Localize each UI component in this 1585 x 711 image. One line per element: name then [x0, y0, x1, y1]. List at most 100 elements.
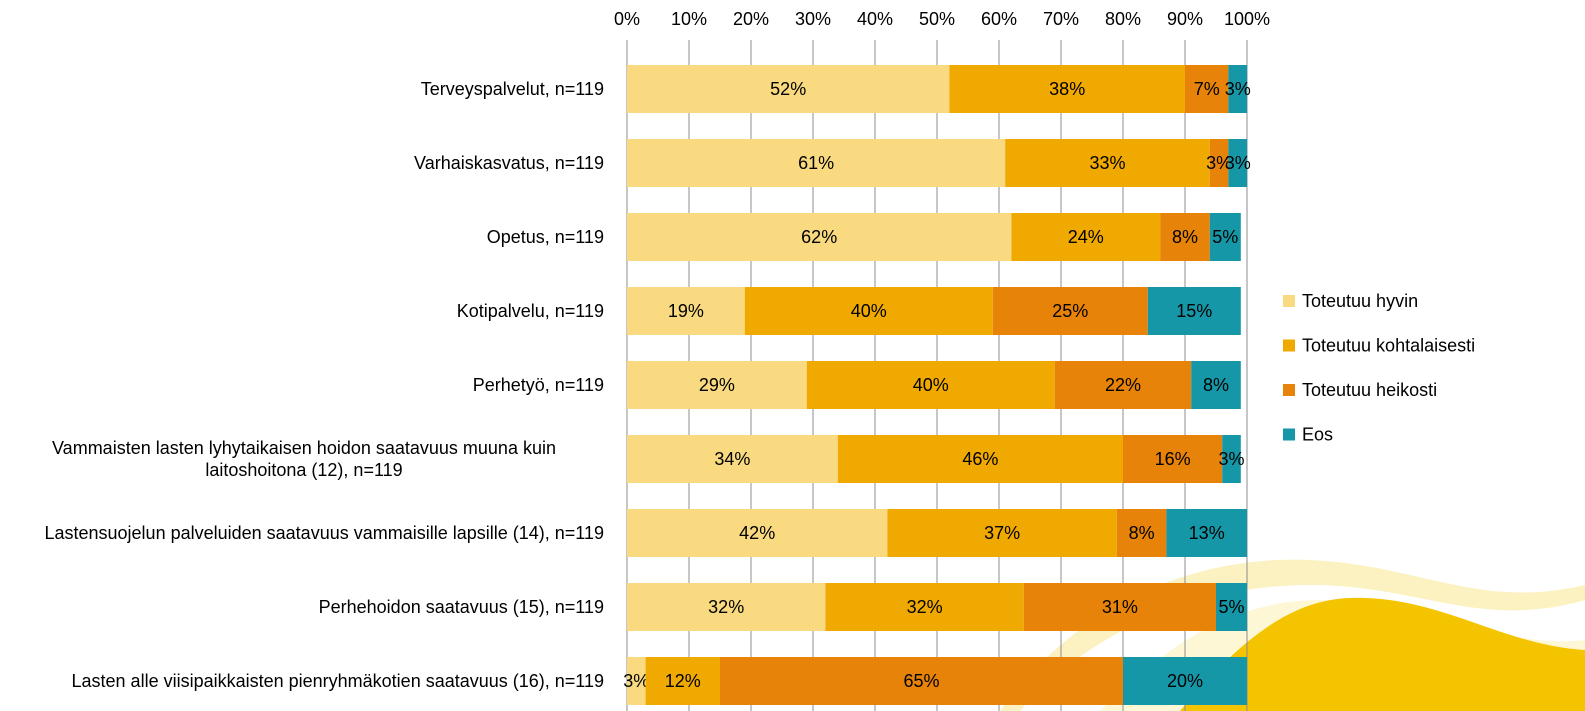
category-label: Vammaisten lasten lyhytaikaisen hoidon s… — [0, 437, 604, 481]
category-text: Lasten alle viisipaikkaisten pienryhmäko… — [71, 671, 604, 691]
category-text: Terveyspalvelut, n=119 — [420, 79, 604, 99]
bar-segment — [992, 287, 1148, 335]
bar-segment — [1185, 65, 1229, 113]
data-label: 61% — [798, 153, 834, 173]
legend-label: Toteutuu kohtalaisesti — [1302, 335, 1475, 355]
bar-segment — [949, 65, 1185, 113]
data-label: 7% — [1194, 79, 1220, 99]
bar-segment — [1123, 657, 1247, 705]
data-label: 65% — [903, 671, 939, 691]
bar-segment — [837, 435, 1123, 483]
data-label: 24% — [1068, 227, 1104, 247]
data-label: 3% — [1225, 79, 1251, 99]
bar-segment — [1160, 213, 1210, 261]
data-label: 62% — [801, 227, 837, 247]
data-label: 3% — [623, 671, 649, 691]
category-text: Vammaisten lasten lyhytaikaisen hoidon s… — [52, 438, 556, 480]
legend-label: Eos — [1302, 424, 1333, 444]
data-label: 33% — [1089, 153, 1125, 173]
legend-label: Toteutuu hyvin — [1302, 291, 1418, 311]
bar-segment — [627, 361, 807, 409]
data-label: 31% — [1102, 597, 1138, 617]
x-tick-label: 80% — [1105, 9, 1141, 29]
category-label: Opetus, n=119 — [0, 226, 604, 248]
bar-segment — [1209, 139, 1229, 187]
legend-swatch — [1283, 295, 1295, 307]
data-label: 19% — [668, 301, 704, 321]
bar-segment — [806, 361, 1055, 409]
bar-segment — [1191, 361, 1241, 409]
category-text: Lastensuojelun palveluiden saatavuus vam… — [44, 523, 604, 543]
x-tick-label: 20% — [733, 9, 769, 29]
bar-segment — [645, 657, 720, 705]
legend-swatch — [1283, 339, 1295, 352]
x-tick-label: 0% — [614, 9, 640, 29]
category-label: Terveyspalvelut, n=119 — [0, 78, 604, 100]
legend-label: Toteutuu heikosti — [1302, 380, 1437, 400]
data-label: 32% — [907, 597, 943, 617]
bar-segment — [1216, 583, 1247, 631]
bar-segment — [627, 287, 745, 335]
x-tick-label: 90% — [1167, 9, 1203, 29]
data-label: 37% — [984, 523, 1020, 543]
bar-segment — [627, 583, 826, 631]
category-label: Lasten alle viisipaikkaisten pienryhmäko… — [0, 670, 604, 692]
data-label: 5% — [1218, 597, 1244, 617]
category-label: Varhaiskasvatus, n=119 — [0, 152, 604, 174]
bar-segment — [1166, 509, 1247, 557]
data-label: 8% — [1203, 375, 1229, 395]
data-label: 3% — [1218, 449, 1244, 469]
x-tick-label: 60% — [981, 9, 1017, 29]
data-label: 40% — [851, 301, 887, 321]
data-label: 32% — [708, 597, 744, 617]
bar-segment — [1209, 213, 1241, 261]
bar-segment — [1147, 287, 1241, 335]
bar-segment — [627, 139, 1006, 187]
data-label: 25% — [1052, 301, 1088, 321]
data-label: 34% — [714, 449, 750, 469]
legend-swatch — [1283, 384, 1295, 396]
category-label: Perhehoidon saatavuus (15), n=119 — [0, 596, 604, 618]
x-tick-label: 100% — [1224, 9, 1270, 29]
data-label: 5% — [1212, 227, 1238, 247]
bar-segment — [627, 65, 950, 113]
category-text: Varhaiskasvatus, n=119 — [414, 153, 604, 173]
data-label: 15% — [1176, 301, 1212, 321]
data-label: 40% — [913, 375, 949, 395]
x-tick-label: 50% — [919, 9, 955, 29]
category-text: Perhehoidon saatavuus (15), n=119 — [318, 597, 604, 617]
data-label: 22% — [1105, 375, 1141, 395]
category-label: Lastensuojelun palveluiden saatavuus vam… — [0, 522, 604, 544]
bar-segment — [1222, 435, 1241, 483]
data-label: 13% — [1189, 523, 1225, 543]
bar-segment — [1228, 65, 1247, 113]
bar-segment — [627, 435, 838, 483]
bar-segment — [627, 657, 646, 705]
data-label: 42% — [739, 523, 775, 543]
x-tick-label: 30% — [795, 9, 831, 29]
data-label: 8% — [1172, 227, 1198, 247]
bar-segment — [1005, 139, 1210, 187]
data-label: 38% — [1049, 79, 1085, 99]
bar-segment — [744, 287, 993, 335]
category-text: Perhetyö, n=119 — [472, 375, 604, 395]
category-label: Perhetyö, n=119 — [0, 374, 604, 396]
data-label: 8% — [1129, 523, 1155, 543]
bar-segment — [1023, 583, 1216, 631]
category-text: Opetus, n=119 — [486, 227, 604, 247]
data-label: 3% — [1225, 153, 1251, 173]
data-label: 20% — [1167, 671, 1203, 691]
category-text: Kotipalvelu, n=119 — [456, 301, 604, 321]
bar-segment — [720, 657, 1123, 705]
data-label: 46% — [962, 449, 998, 469]
bar-segment — [1123, 435, 1223, 483]
category-label: Kotipalvelu, n=119 — [0, 300, 604, 322]
x-tick-label: 70% — [1043, 9, 1079, 29]
data-label: 12% — [665, 671, 701, 691]
bar-segment — [1228, 139, 1247, 187]
x-tick-label: 10% — [671, 9, 707, 29]
bar-segment — [1054, 361, 1192, 409]
data-label: 3% — [1206, 153, 1232, 173]
